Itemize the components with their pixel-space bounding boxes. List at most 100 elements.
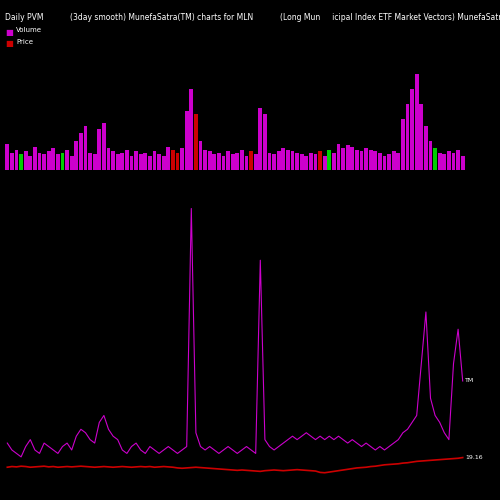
Bar (212, 154, 216, 170)
Bar (208, 151, 212, 171)
Bar (152, 151, 156, 171)
Bar (138, 154, 142, 170)
Bar (410, 89, 414, 170)
Bar (24, 151, 28, 171)
Bar (19, 154, 23, 170)
Bar (74, 141, 78, 171)
Bar (102, 123, 106, 170)
Bar (420, 104, 424, 170)
Bar (258, 108, 262, 170)
Text: TM: TM (465, 378, 474, 384)
Bar (346, 146, 350, 171)
Bar (125, 150, 129, 171)
Bar (300, 154, 304, 170)
Bar (328, 150, 332, 171)
Bar (111, 151, 115, 171)
Bar (92, 154, 96, 170)
Bar (33, 147, 37, 171)
Bar (176, 152, 180, 170)
Text: Price: Price (16, 39, 33, 45)
Bar (336, 144, 340, 171)
Bar (401, 118, 405, 171)
Bar (378, 152, 382, 170)
Bar (180, 148, 184, 171)
Bar (171, 150, 175, 171)
Bar (198, 141, 202, 171)
Bar (447, 151, 451, 171)
Bar (424, 126, 428, 170)
Bar (392, 151, 396, 171)
Bar (184, 112, 188, 170)
Bar (318, 151, 322, 171)
Bar (106, 148, 110, 171)
Text: ■: ■ (5, 28, 13, 36)
Bar (56, 154, 60, 170)
Bar (226, 151, 230, 171)
Bar (240, 150, 244, 171)
Bar (350, 147, 354, 171)
Bar (6, 144, 10, 171)
Bar (190, 89, 194, 170)
Bar (120, 152, 124, 170)
Bar (460, 156, 464, 170)
Bar (286, 150, 290, 171)
Bar (46, 151, 50, 171)
Bar (309, 152, 313, 170)
Bar (438, 152, 442, 170)
Bar (355, 150, 359, 171)
Bar (364, 148, 368, 171)
Bar (98, 129, 102, 170)
Bar (304, 156, 308, 170)
Bar (272, 154, 276, 170)
Bar (88, 152, 92, 170)
Bar (282, 148, 286, 171)
Bar (194, 114, 198, 170)
Bar (79, 134, 83, 170)
Bar (368, 150, 372, 171)
Bar (314, 154, 318, 170)
Bar (42, 154, 46, 170)
Bar (60, 152, 64, 170)
Bar (10, 152, 14, 170)
Bar (322, 156, 326, 170)
Text: (3day smooth) MunefaSatra(TM) charts for MLN: (3day smooth) MunefaSatra(TM) charts for… (70, 12, 254, 22)
Bar (428, 141, 432, 171)
Bar (217, 152, 221, 170)
Bar (414, 74, 418, 170)
Bar (116, 154, 119, 170)
Bar (254, 154, 258, 170)
Bar (290, 151, 294, 171)
Bar (203, 150, 207, 171)
Bar (244, 156, 248, 170)
Bar (236, 152, 240, 170)
Text: 19.16: 19.16 (465, 455, 482, 460)
Bar (332, 152, 336, 170)
Bar (295, 152, 299, 170)
Bar (65, 150, 69, 171)
Bar (166, 147, 170, 171)
Bar (148, 156, 152, 170)
Bar (130, 156, 134, 170)
Bar (38, 152, 42, 170)
Bar (374, 151, 378, 171)
Text: ■: ■ (5, 39, 13, 48)
Text: (Long Mun     icipal Index ETF Market Vectors) MunefaSatra: (Long Mun icipal Index ETF Market Vector… (280, 12, 500, 22)
Bar (341, 148, 345, 171)
Bar (14, 150, 18, 171)
Text: Daily PVM: Daily PVM (5, 12, 44, 22)
Bar (263, 114, 267, 170)
Bar (387, 154, 391, 170)
Bar (406, 104, 409, 170)
Bar (28, 156, 32, 170)
Bar (157, 154, 161, 170)
Bar (162, 156, 166, 170)
Bar (276, 151, 280, 171)
Bar (456, 150, 460, 171)
Bar (268, 152, 272, 170)
Bar (230, 154, 234, 170)
Bar (84, 126, 87, 170)
Bar (396, 152, 400, 170)
Bar (222, 156, 226, 170)
Text: Volume: Volume (16, 28, 42, 34)
Bar (433, 148, 437, 171)
